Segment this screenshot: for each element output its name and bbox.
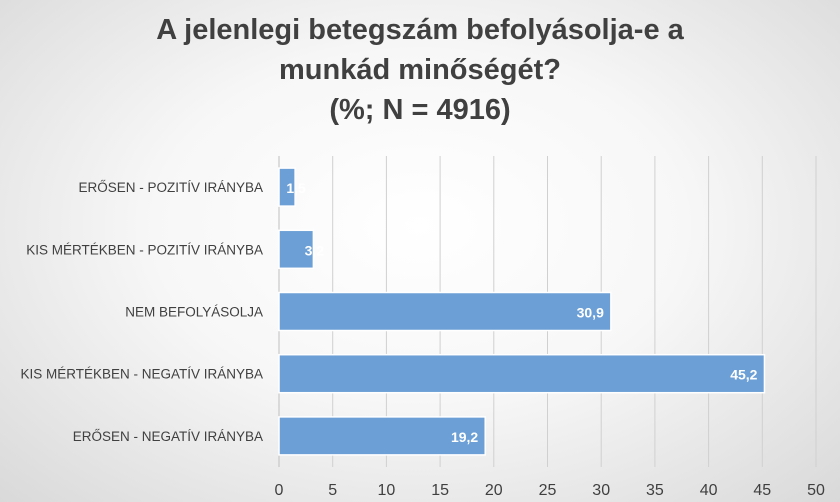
x-tick-label-2: 10 [378,482,396,499]
chart-title: A jelenlegi betegszám befolyásolja-e a m… [0,10,840,130]
x-tick-label-8: 40 [700,482,718,499]
chart-title-line-1: A jelenlegi betegszám befolyásolja-e a [156,14,684,46]
chart-title-line-3: (%; N = 4916) [329,94,511,126]
chart-title-line-2: munkád minőségét? [279,54,561,86]
bar-3 [278,353,766,394]
x-tick-label-0: 0 [275,482,284,499]
x-tick-label-10: 50 [807,482,825,499]
category-label-2: NEM BEFOLYÁSOLJA [125,305,263,320]
x-tick-label-4: 20 [485,482,503,499]
data-label-1: 3,2 [305,242,325,258]
bar-1 [278,229,315,270]
data-label-2: 30,9 [577,305,604,321]
x-tick-label-5: 25 [539,482,557,499]
x-tick-label-1: 5 [328,482,337,499]
bar-2 [278,291,612,332]
category-label-1: KIS MÉRTÉKBEN - POZITÍV IRÁNYBA [26,242,263,257]
x-tick-label-3: 15 [431,482,449,499]
x-tick-label-7: 35 [646,482,664,499]
data-label-0: 1,5 [286,180,306,196]
x-tick-label-9: 45 [753,482,771,499]
bar-0 [278,167,296,207]
category-label-3: KIS MÉRTÉKBEN - NEGATÍV IRÁNYBA [20,367,263,382]
category-label-0: ERŐSEN - POZITÍV IRÁNYBA [78,180,263,195]
category-label-4: ERŐSEN - NEGATÍV IRÁNYBA [73,429,263,444]
data-label-4: 19,2 [451,429,478,445]
bar-4 [278,416,486,456]
data-label-3: 45,2 [730,367,757,383]
x-tick-label-6: 30 [592,482,610,499]
